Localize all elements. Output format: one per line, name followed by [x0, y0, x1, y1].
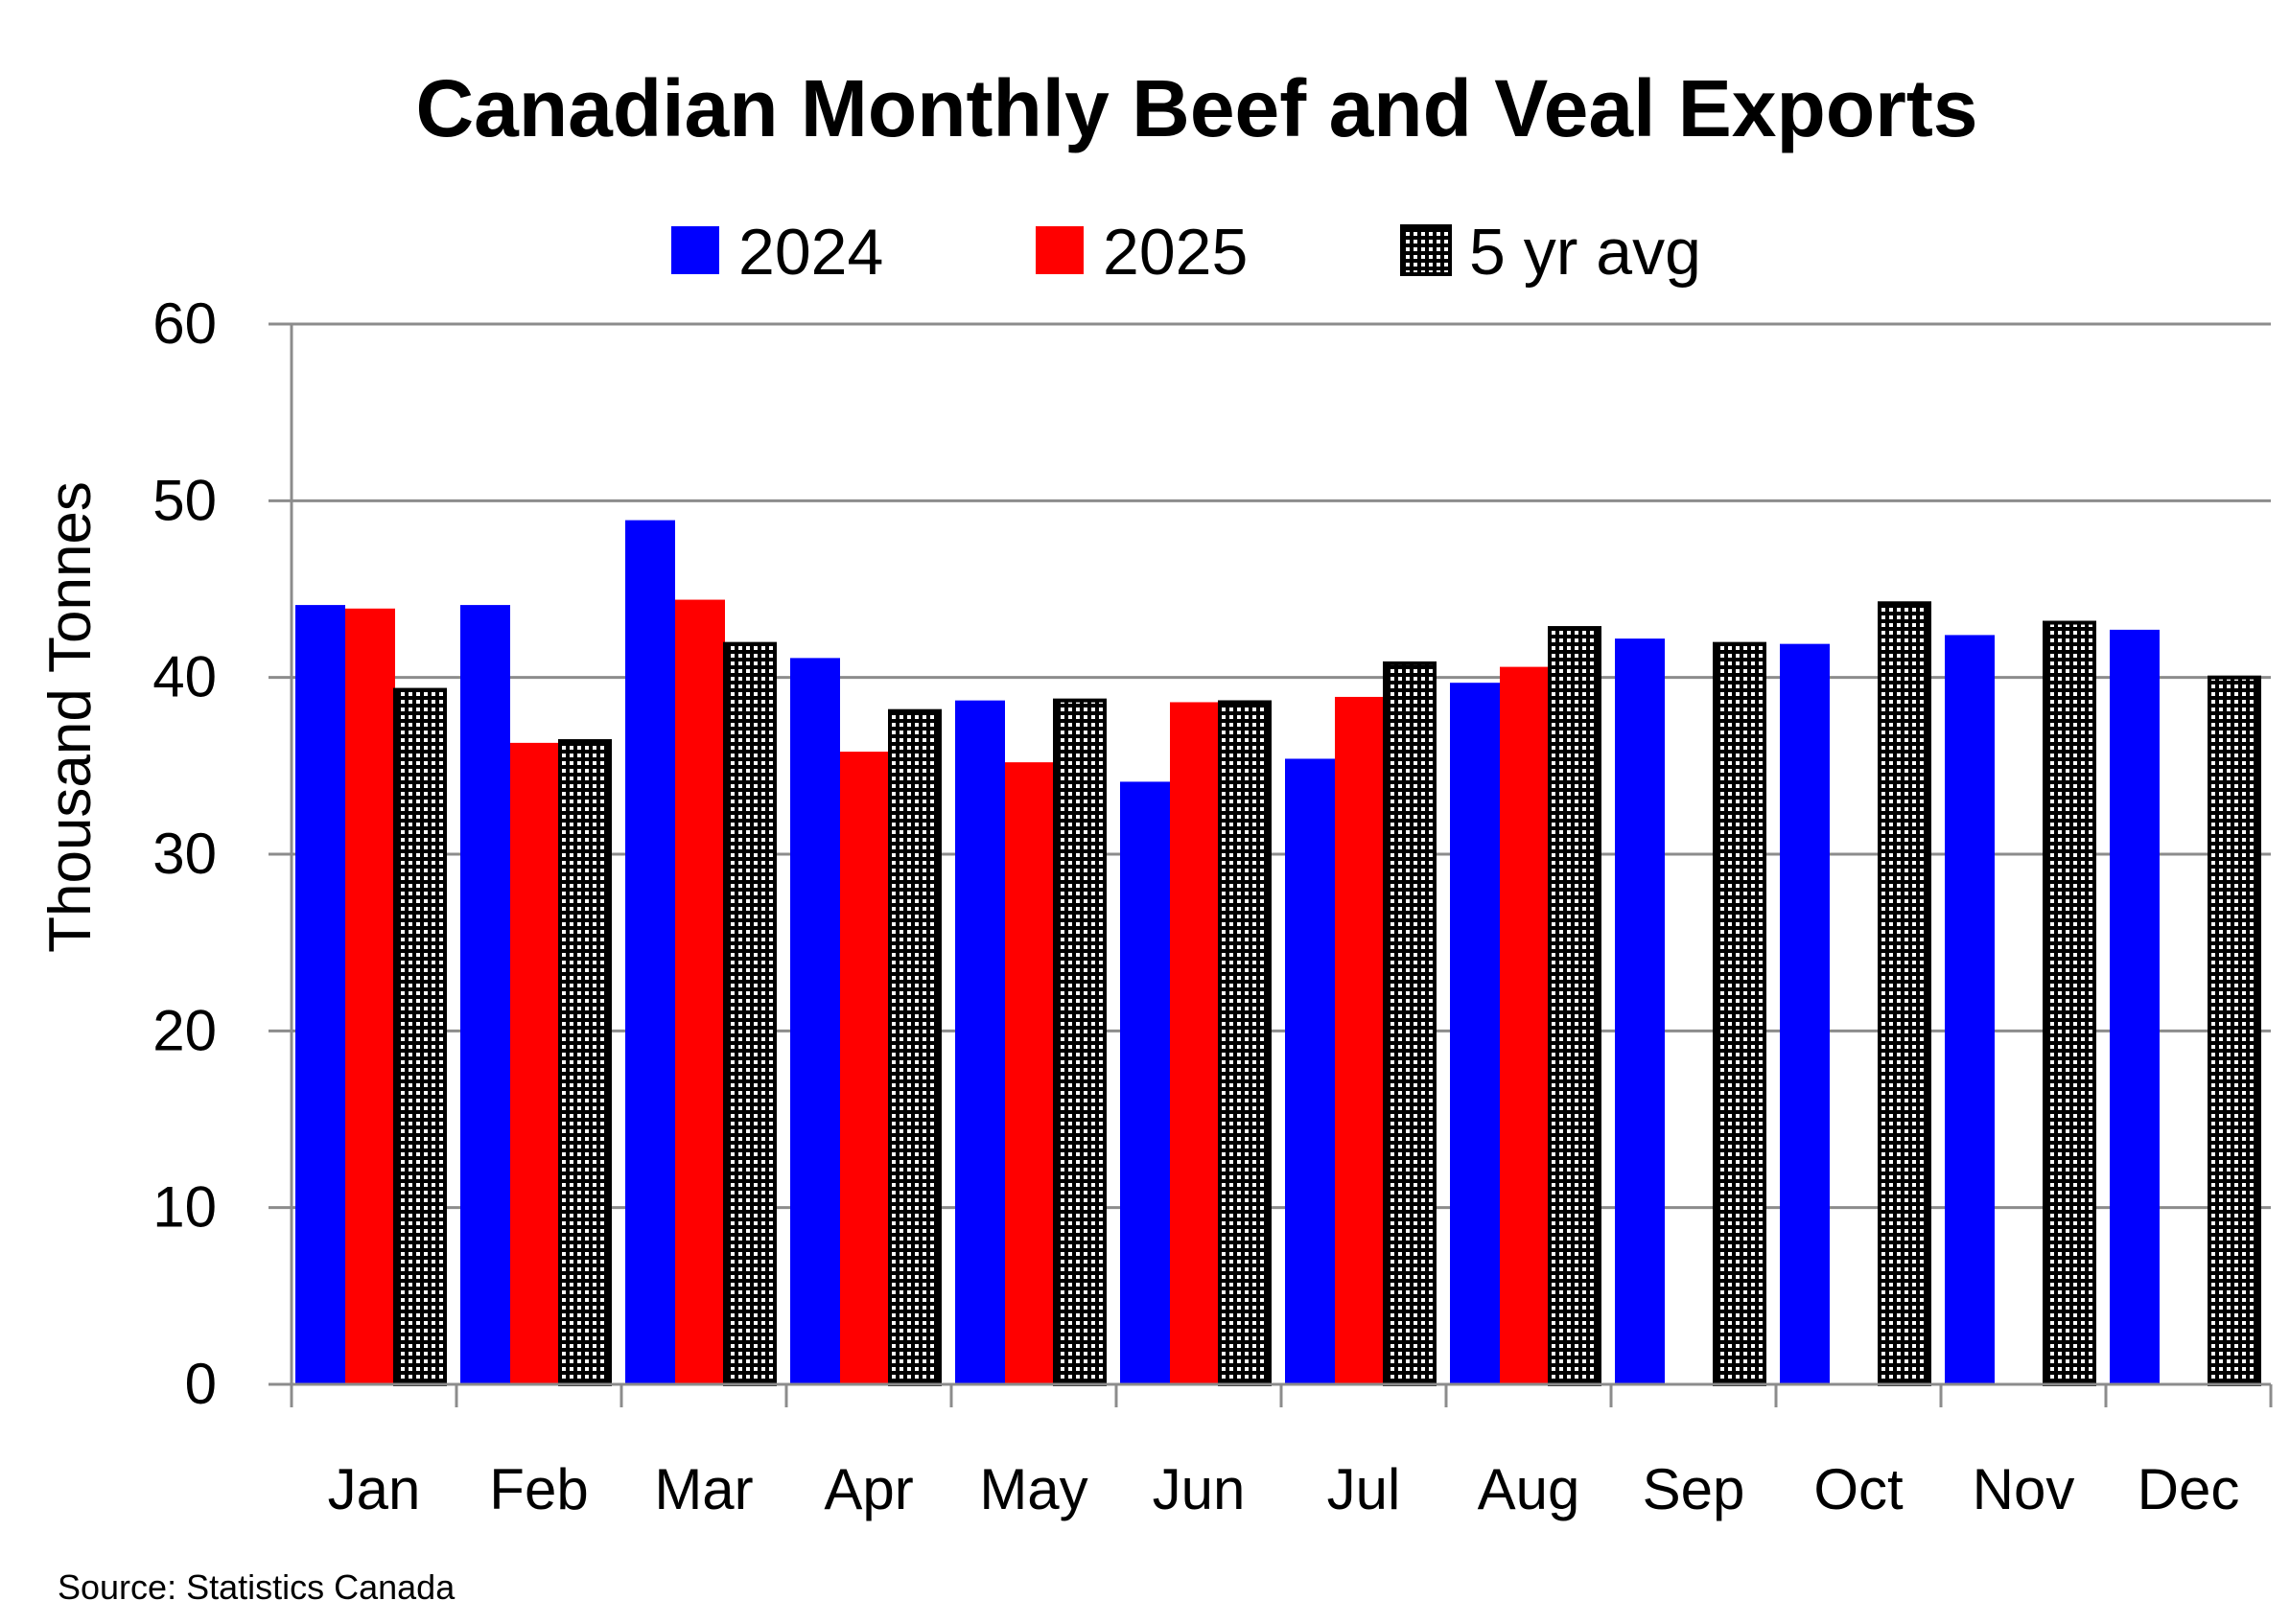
axes: [290, 324, 2273, 1407]
x-tick-label-jan: Jan: [328, 1457, 421, 1521]
bar-2024-oct: [1780, 643, 1830, 1384]
x-tick-label-may: May: [979, 1457, 1087, 1521]
bar-2025-apr: [840, 752, 890, 1384]
bar-2024-jan: [295, 605, 345, 1384]
bar-5-yr-avg-jul: [1383, 661, 1437, 1386]
bar-2024-jul: [1285, 758, 1335, 1384]
bar-5-yr-avg-jun: [1218, 700, 1272, 1386]
bar-2024-mar: [625, 520, 675, 1384]
legend-label-2024: 2024: [738, 216, 883, 289]
bar-2024-apr: [790, 658, 840, 1384]
bar-2024-nov: [1945, 635, 1995, 1384]
bar-2025-jun: [1170, 702, 1220, 1384]
bar-2024-sep: [1615, 638, 1665, 1384]
y-tick-label: 50: [152, 468, 217, 532]
bar-2025-mar: [675, 599, 725, 1384]
legend-swatch-2025: [1036, 226, 1084, 274]
x-tick-label-sep: Sep: [1643, 1457, 1745, 1521]
bar-5-yr-avg-feb: [558, 739, 612, 1386]
y-tick-label: 20: [152, 998, 217, 1062]
source-note: Source: Statistics Canada: [58, 1567, 456, 1607]
y-tick-label: 10: [152, 1175, 217, 1240]
bar-2025-aug: [1500, 666, 1550, 1384]
legend-swatch-5-yr-avg: [1400, 224, 1452, 276]
legend: 2024 2025 5 yr avg: [671, 216, 1701, 289]
gridlines: [269, 322, 2271, 1386]
x-tick-label-mar: Mar: [654, 1457, 753, 1521]
bar-2024-jun: [1120, 781, 1170, 1384]
x-tick-label-oct: Oct: [1813, 1457, 1904, 1521]
x-tick-label-apr: Apr: [824, 1457, 913, 1521]
legend-label-5-yr-avg: 5 yr avg: [1469, 216, 1701, 289]
bar-5-yr-avg-may: [1053, 698, 1107, 1386]
x-tick-label-feb: Feb: [489, 1457, 588, 1521]
y-tick-labels: 0 10 20 30 40 50 60: [152, 291, 217, 1416]
bar-5-yr-avg-oct: [1878, 601, 1931, 1386]
legend-swatch-2024: [671, 226, 719, 274]
bar-2024-feb: [460, 605, 510, 1384]
bar-2025-feb: [510, 742, 560, 1384]
y-tick-label: 60: [152, 291, 217, 356]
bar-2025-jan: [345, 608, 395, 1384]
bar-2025-may: [1005, 762, 1055, 1384]
y-tick-label: 30: [152, 822, 217, 886]
bar-2025-jul: [1335, 696, 1385, 1384]
bar-5-yr-avg-apr: [888, 708, 942, 1386]
bar-5-yr-avg-nov: [2043, 620, 2096, 1386]
x-tick-label-jun: Jun: [1153, 1457, 1246, 1521]
x-tick-labels: Jan Feb Mar Apr May Jun Jul Aug Sep Oct Nov Dec: [328, 1457, 2240, 1521]
bar-5-yr-avg-mar: [723, 641, 777, 1386]
bar-2024-may: [955, 700, 1005, 1384]
x-tick-label-aug: Aug: [1478, 1457, 1580, 1521]
x-tick-label-jul: Jul: [1327, 1457, 1401, 1521]
bar-5-yr-avg-sep: [1713, 641, 1766, 1386]
bar-5-yr-avg-jan: [393, 687, 447, 1386]
chart-title: Canadian Monthly Beef and Veal Exports: [415, 63, 1977, 153]
y-tick-label: 0: [185, 1352, 217, 1416]
bar-2024-dec: [2110, 629, 2160, 1384]
legend-label-2025: 2025: [1103, 216, 1248, 289]
x-tick-label-dec: Dec: [2138, 1457, 2240, 1521]
bars: [295, 520, 2261, 1386]
x-tick-label-nov: Nov: [1973, 1457, 2075, 1521]
y-axis-title: Thousand Tonnes: [37, 481, 104, 953]
bar-5-yr-avg-aug: [1548, 626, 1601, 1386]
y-tick-label: 40: [152, 645, 217, 709]
bar-2024-aug: [1450, 683, 1500, 1384]
bar-5-yr-avg-dec: [2208, 675, 2261, 1386]
